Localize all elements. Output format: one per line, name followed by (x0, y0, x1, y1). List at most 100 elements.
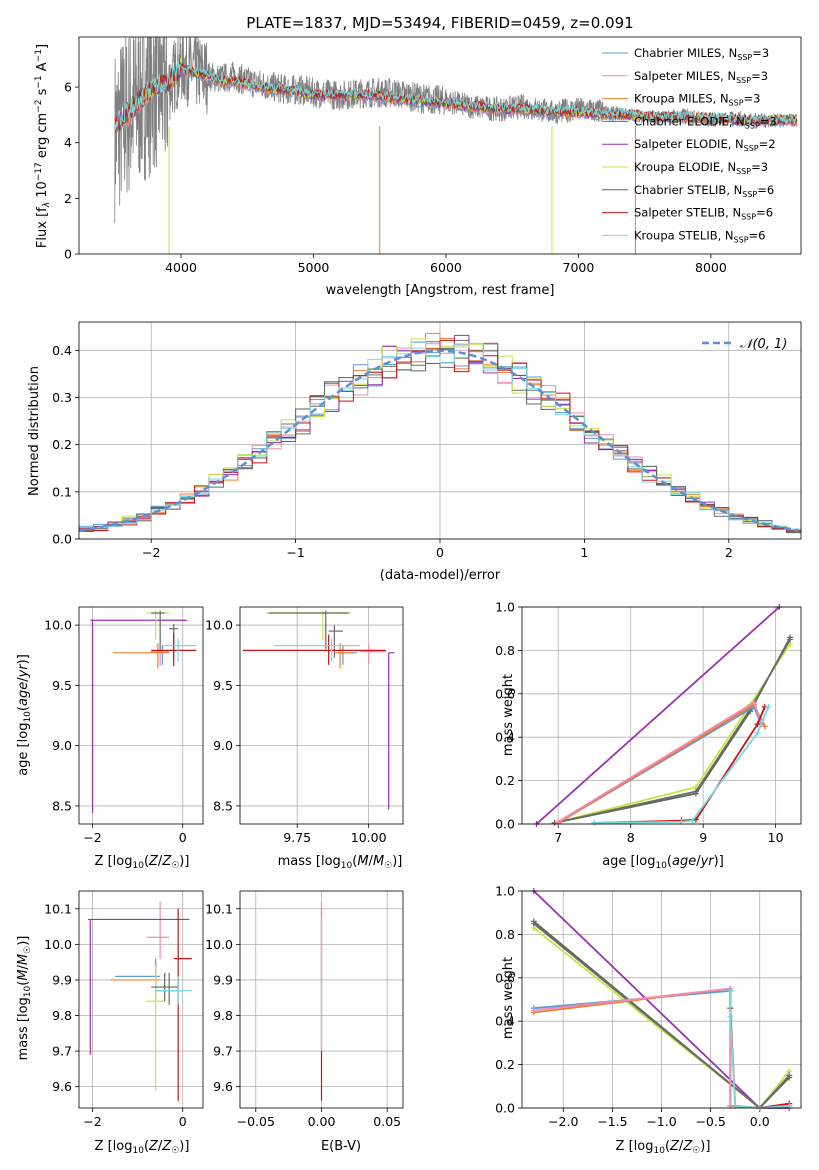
spectrum-ylabel: Flux [fλ 10−17 erg cm−2 s−1 A−1] (34, 44, 52, 248)
massweight-series-line (554, 639, 791, 824)
y-tick-label: 9.0 (52, 738, 72, 753)
legend-label: Chabrier MILES, NSSP=3 (634, 46, 769, 62)
mw-age-xlabel: age [log10(age/yr)] (602, 854, 724, 871)
x-tick-label: 0.0 (750, 1114, 770, 1129)
legend-label: Salpeter ELODIE, NSSP=2 (634, 137, 776, 153)
age-mass-xlabel: mass [log10(M/M☉)] (278, 854, 403, 871)
residual-histogram (79, 339, 801, 532)
spectrum-panel: 4000 5000 6000 7000 8000 0 2 4 6 (64, 36, 802, 275)
y-tick-label: 0.4 (495, 1014, 515, 1029)
massweight-vs-metallicity-panel: −2.0 −1.5 −1.0 −0.5 0.0 0.0 0.2 0.4 0.6 0.8 1.0 (495, 884, 802, 1129)
y-tick-label: 9.6 (213, 1079, 233, 1094)
x-tick-label: −1 (286, 545, 304, 560)
y-tick-label: 1.0 (495, 884, 515, 899)
x-tick-label: −2 (83, 1114, 101, 1129)
x-tick-label: 7000 (563, 260, 595, 275)
x-tick-label: 10.00 (351, 830, 387, 845)
axes-frame (239, 606, 404, 825)
y-tick-label: 10.0 (205, 937, 233, 952)
x-tick-label: −1.5 (597, 1114, 627, 1129)
axes-frame (78, 321, 802, 540)
errorbar-plot-area (88, 901, 192, 1101)
massweight-plot-area (533, 604, 794, 827)
y-tick-label: 9.9 (52, 972, 72, 987)
massweight-series-line (554, 636, 791, 824)
age-ylabel: age [log10(age/yr)] (16, 654, 33, 776)
y-tick-label: 0.2 (495, 1057, 515, 1072)
y-tick-label: 0.2 (495, 773, 515, 788)
x-tick-label: 0 (179, 1114, 187, 1129)
x-tick-label: 0 (179, 830, 187, 845)
y-tick-label: 9.0 (213, 738, 233, 753)
y-tick-label: 4 (64, 135, 72, 150)
y-tick-label: 0.0 (52, 532, 72, 547)
residuals-plot-area (79, 332, 801, 534)
y-tick-label: 10.0 (44, 618, 72, 633)
y-tick-label: 0 (64, 247, 72, 262)
y-tick-label: 0.8 (495, 643, 515, 658)
y-tick-label: 0.8 (495, 927, 515, 942)
legend-label: Salpeter MILES, NSSP=3 (634, 69, 768, 85)
massweight-series-line (535, 606, 780, 825)
legend-label: Kroupa MILES, NSSP=3 (634, 92, 760, 108)
y-tick-label: 10.0 (44, 937, 72, 952)
x-tick-label: 0.05 (373, 1114, 401, 1129)
y-tick-label: 0.4 (52, 343, 72, 358)
x-tick-label: 6000 (430, 260, 462, 275)
massweight-vs-age-panel: 7 8 9 10 0.0 0.2 0.4 0.6 0.8 1.0 (495, 600, 802, 845)
y-tick-label: 9.5 (213, 678, 233, 693)
errorbar-plot-area (242, 610, 395, 810)
y-tick-label: 9.5 (52, 678, 72, 693)
x-tick-label: 4000 (165, 260, 197, 275)
legend-label: Kroupa STELIB, NSSP=6 (634, 228, 765, 244)
y-tick-label: 9.8 (52, 1008, 72, 1023)
mw-age-ylabel: mass weight (501, 674, 516, 756)
x-tick-label: −2 (142, 545, 160, 560)
y-tick-label: 1.0 (495, 600, 515, 615)
y-tick-label: 8.5 (52, 798, 72, 813)
y-tick-label: 0.3 (52, 390, 72, 405)
y-tick-label: 10.0 (205, 618, 233, 633)
y-tick-label: 0.6 (495, 970, 515, 985)
x-tick-label: 9.75 (283, 830, 311, 845)
axes-frame (78, 606, 204, 825)
residuals-panel: −2 −1 0 1 2 0.0 0.1 0.2 0.3 0.4 (52, 321, 802, 560)
x-tick-label: −1.0 (646, 1114, 676, 1129)
legend-label: Salpeter STELIB, NSSP=6 (634, 206, 773, 222)
x-tick-label: 1 (580, 545, 588, 560)
axes-frame (521, 890, 802, 1109)
spectrum-title: PLATE=1837, MJD=53494, FIBERID=0459, z=0… (246, 14, 633, 32)
legend-label: Chabrier STELIB, NSSP=6 (634, 183, 774, 199)
y-tick-label: 10.1 (44, 901, 72, 916)
mw-z-xlabel: Z [log10(Z/Z☉)] (616, 1139, 711, 1156)
axes-frame (521, 606, 802, 825)
y-tick-label: 6 (64, 80, 72, 95)
ebv-xlabel: E(B-V) (321, 1139, 361, 1154)
y-tick-label: 9.7 (213, 1044, 233, 1059)
legend-label: Chabrier ELODIE, NSSP=3 (634, 114, 777, 130)
x-tick-label: 10 (768, 830, 784, 845)
mass-vs-metallicity-panel: −2 0 9.6 9.7 9.8 9.9 10.0 10.1 (44, 890, 204, 1129)
y-tick-label: 0.2 (52, 437, 72, 452)
mass-vs-ebv-panel: −0.05 0.00 0.05 9.6 9.7 9.8 9.9 10.0 10.1 (205, 890, 404, 1129)
y-tick-label: 9.7 (52, 1044, 72, 1059)
y-tick-label: 8.5 (213, 798, 233, 813)
x-tick-label: 0.00 (308, 1114, 336, 1129)
spectrum-plot-area (114, 37, 798, 254)
y-tick-label: 0.6 (495, 686, 515, 701)
gaussian-curve (79, 349, 799, 532)
legend-label: Kroupa ELODIE, NSSP=3 (634, 160, 768, 176)
axes-frame (239, 890, 404, 1109)
y-tick-label: 9.8 (213, 1008, 233, 1023)
mw-z-ylabel: mass weight (501, 957, 516, 1039)
spectrum-xlabel: wavelength [Angstrom, rest frame] (326, 283, 555, 298)
errorbar-plot-area (90, 610, 197, 814)
x-tick-label: 0 (436, 545, 444, 560)
age-vs-metallicity-panel: −2 0 8.5 9.0 9.5 10.0 (44, 606, 204, 845)
y-tick-label: 0.0 (495, 817, 515, 832)
x-tick-label: 8 (627, 830, 635, 845)
model-spectrum-line (114, 59, 798, 130)
x-tick-label: 7 (554, 830, 562, 845)
age-z-xlabel: Z [log10(Z/Z☉)] (95, 854, 190, 871)
